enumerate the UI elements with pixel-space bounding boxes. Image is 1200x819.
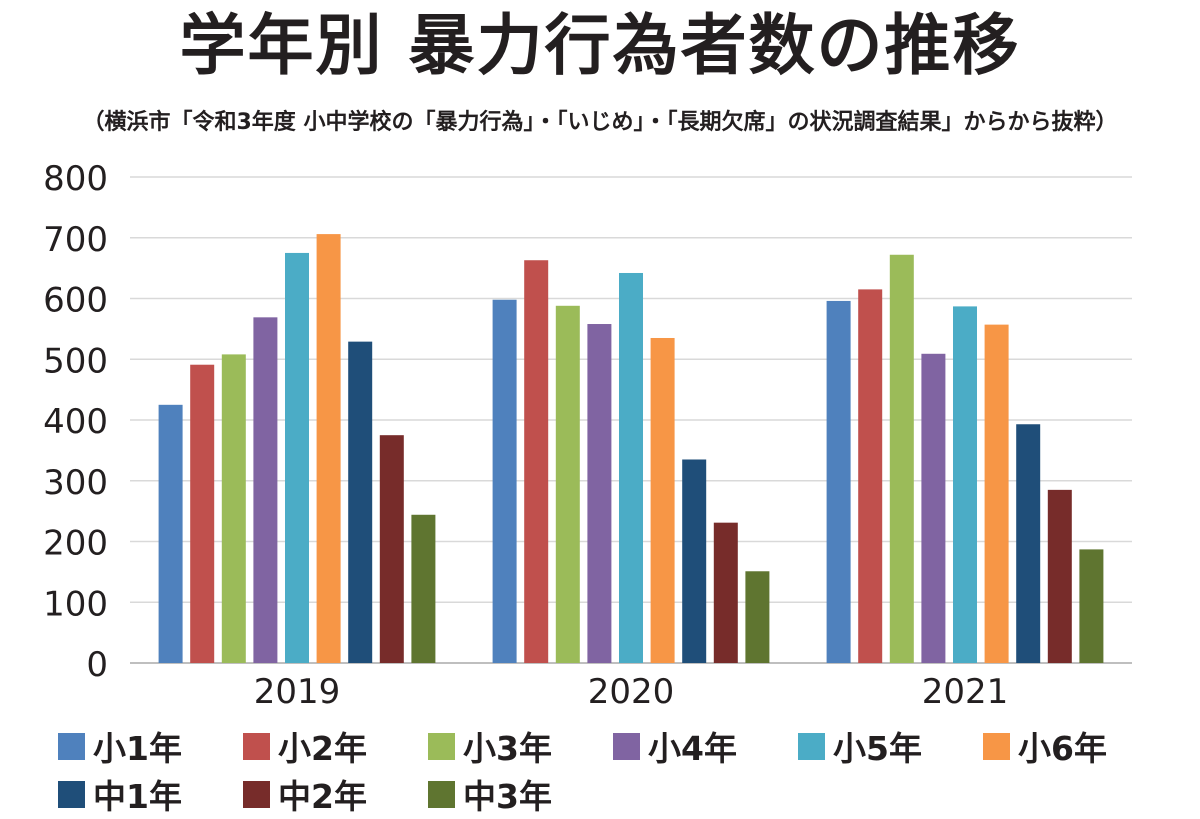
legend-swatch	[798, 732, 825, 760]
bar-2021-中1年	[1016, 424, 1041, 663]
x-tick-label: 2020	[588, 672, 675, 712]
bar-2020-中3年	[745, 571, 770, 663]
chart-title: 学年別 暴力行為者数の推移	[179, 7, 1021, 84]
y-tick-label: 700	[43, 220, 108, 260]
bar-2021-小4年	[921, 353, 946, 663]
legend-swatch	[58, 780, 85, 808]
y-tick-label: 200	[43, 524, 108, 564]
legend-label: 小3年	[463, 729, 552, 768]
bar-chart: 0 100 200 300 400 500 600 700 800 2019 2020 2021	[43, 159, 1132, 712]
bar-2020-中2年	[713, 522, 738, 663]
bar-2019-小4年	[253, 317, 278, 663]
legend-swatch	[983, 732, 1010, 760]
legend-item: 小4年	[613, 722, 798, 770]
legend-label: 小5年	[833, 729, 922, 768]
legend-label: 小1年	[93, 729, 182, 768]
legend-label: 小4年	[648, 729, 737, 768]
bar-2019-小1年	[158, 404, 183, 663]
x-tick-label: 2021	[922, 672, 1009, 712]
bar-2021-小1年	[826, 300, 851, 663]
legend-row: 小1年 小2年 小3年 小4年 小5年 小6年	[58, 722, 1188, 770]
bar-2020-小2年	[524, 260, 549, 663]
bar-2020-中1年	[682, 459, 707, 663]
bar-2020-小1年	[492, 299, 517, 663]
legend-item: 中1年	[58, 770, 243, 818]
bar-2019-中2年	[379, 435, 404, 663]
bar-2019-中1年	[348, 341, 373, 663]
legend-item: 小1年	[58, 722, 243, 770]
legend-swatch	[428, 780, 455, 808]
legend-label: 中2年	[278, 777, 367, 816]
x-axis-tick-labels: 2019 2020 2021	[254, 672, 1009, 712]
y-tick-label: 500	[43, 341, 108, 381]
legend-label: 中3年	[463, 777, 552, 816]
bar-2021-小2年	[858, 289, 883, 663]
x-tick-label: 2019	[254, 672, 341, 712]
bar-2019-小5年	[285, 252, 309, 663]
bar-2019-中3年	[411, 514, 436, 663]
bars	[158, 234, 1104, 664]
legend-label: 中1年	[93, 777, 182, 816]
legend-swatch	[58, 732, 85, 760]
legend-item: 小2年	[243, 722, 428, 770]
bar-2021-小5年	[953, 306, 977, 663]
bar-2020-小4年	[587, 324, 612, 663]
legend-label: 小6年	[1018, 729, 1107, 768]
legend-swatch	[428, 732, 455, 760]
legend-item: 小6年	[983, 722, 1168, 770]
legend-item: 中2年	[243, 770, 428, 818]
bar-2021-小3年	[889, 254, 914, 663]
bar-2021-中3年	[1079, 549, 1104, 663]
legend-item: 小5年	[798, 722, 983, 770]
legend-swatch	[613, 732, 640, 760]
y-tick-label: 800	[43, 159, 108, 199]
y-tick-label: 600	[43, 281, 108, 321]
y-tick-label: 400	[43, 402, 108, 442]
bar-2020-小3年	[555, 305, 580, 663]
legend: 小1年 小2年 小3年 小4年 小5年 小6年 中1年 中2年 中3年	[58, 722, 1188, 818]
bar-2021-中2年	[1047, 489, 1072, 663]
legend-swatch	[243, 732, 270, 760]
legend-swatch	[243, 780, 270, 808]
bar-2020-小6年	[650, 337, 675, 663]
legend-item: 中3年	[428, 770, 613, 818]
legend-label: 小2年	[278, 729, 367, 768]
bar-2019-小2年	[190, 364, 215, 663]
legend-row: 中1年 中2年 中3年	[58, 770, 1188, 818]
y-axis-tick-labels: 0 100 200 300 400 500 600 700 800	[43, 159, 108, 685]
y-tick-label: 100	[43, 584, 108, 624]
y-tick-label: 300	[43, 463, 108, 503]
bar-2021-小6年	[984, 324, 1009, 663]
legend-item: 小3年	[428, 722, 613, 770]
bar-2019-小6年	[316, 234, 341, 664]
y-tick-label: 0	[86, 645, 108, 685]
bar-2019-小3年	[221, 354, 246, 663]
chart-subtitle: （横浜市「令和3年度 小中学校の「暴力行為」・「いじめ」・「長期欠席」の状況調査…	[82, 110, 1118, 135]
bar-2020-小5年	[619, 272, 643, 663]
